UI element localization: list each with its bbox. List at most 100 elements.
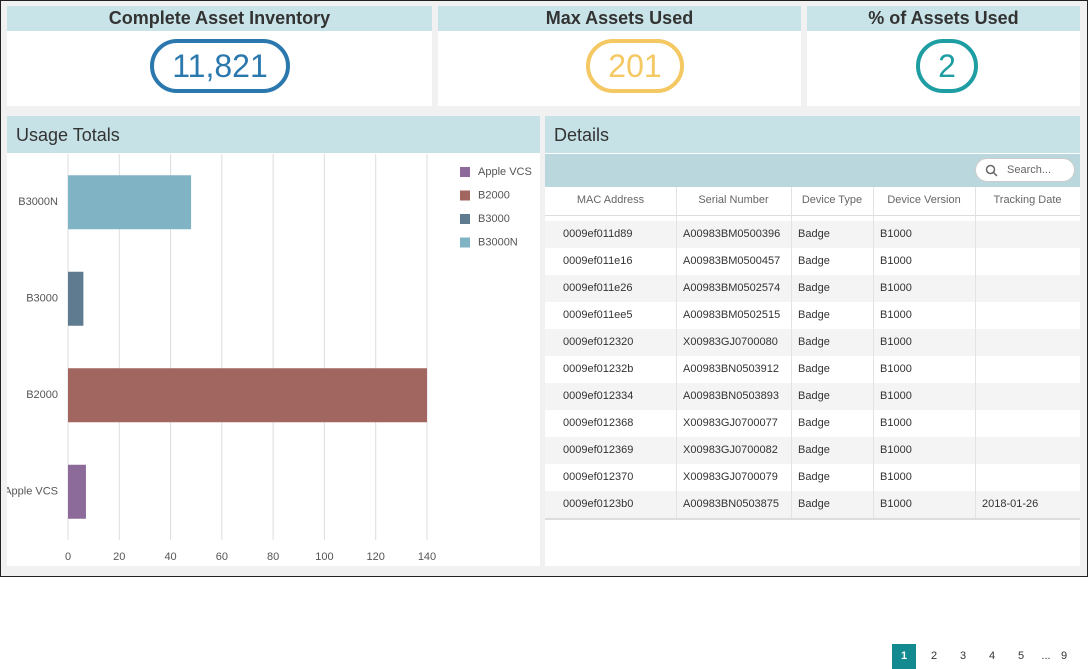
table-cell: 0009ef0123b0 xyxy=(563,498,634,510)
table-row xyxy=(545,491,1080,518)
table-cell: B1000 xyxy=(880,228,912,240)
page-button[interactable]: 5 xyxy=(1017,650,1025,662)
table-cell: A00983BM0500396 xyxy=(683,228,781,240)
legend-label: B2000 xyxy=(478,189,510,201)
table-cell: A00983BM0502515 xyxy=(683,309,781,321)
page-button[interactable]: 4 xyxy=(988,650,996,662)
table-cell: 0009ef011d89 xyxy=(563,228,633,240)
table-cell: 0009ef011e26 xyxy=(563,282,633,294)
table-cell: 0009ef012370 xyxy=(563,471,634,483)
table-cell: X00983GJ0700079 xyxy=(683,471,778,483)
table-header xyxy=(545,187,1080,216)
kpi-title: % of Assets Used xyxy=(807,6,1080,31)
y-tick-label: B3000N xyxy=(18,196,58,208)
legend-swatch xyxy=(460,190,470,201)
x-tick-label: 140 xyxy=(418,551,436,563)
table-cell: B1000 xyxy=(880,498,912,510)
kpi-card: % of Assets Used 2 xyxy=(807,6,1080,106)
table-cell: Badge xyxy=(798,417,830,429)
table-cell: B1000 xyxy=(880,444,912,456)
page-button[interactable]: 3 xyxy=(959,650,967,662)
legend-swatch xyxy=(460,237,470,248)
chart: 0 20 40 60 80 100 120 140 Apple VCS Apple VCS B200… xyxy=(7,154,532,563)
details-panel: Details Search... MAC Address Serial Numb… xyxy=(545,116,1080,669)
table-cell: B1000 xyxy=(880,363,912,375)
table-cell: B1000 xyxy=(880,471,912,483)
page-button[interactable]: 2 xyxy=(930,650,938,662)
page-button[interactable]: 9 xyxy=(1060,650,1068,662)
kpi-title: Max Assets Used xyxy=(438,6,801,31)
table-cell: A00983BM0502574 xyxy=(683,282,781,294)
column-divider xyxy=(791,187,792,518)
kpi-card: Complete Asset Inventory 11,821 xyxy=(7,6,432,106)
page-button[interactable]: 1 xyxy=(892,644,916,669)
kpi-value: 2 xyxy=(916,39,978,93)
table-cell: Badge xyxy=(798,498,830,510)
x-tick-label: 40 xyxy=(164,551,176,563)
table-row xyxy=(545,383,1080,410)
table-cell: B1000 xyxy=(880,255,912,267)
bar xyxy=(68,368,427,423)
x-tick-label: 80 xyxy=(267,551,279,563)
bar xyxy=(68,271,84,326)
panel-title: Details xyxy=(545,116,1080,153)
legend-swatch xyxy=(460,167,470,177)
table-cell: Badge xyxy=(798,444,830,456)
column-header: Device Version xyxy=(887,194,961,206)
table-row xyxy=(545,302,1080,329)
search-placeholder: Search... xyxy=(1007,164,1052,176)
table-cell: 2018-01-26 xyxy=(982,498,1039,510)
table-cell: A00983BN0503893 xyxy=(683,390,780,402)
table-row xyxy=(545,464,1080,491)
x-tick-label: 120 xyxy=(367,551,385,563)
table-cell: Badge xyxy=(798,228,830,240)
table-cell: X00983GJ0700082 xyxy=(683,444,778,456)
x-tick-label: 60 xyxy=(216,551,228,563)
y-tick-label: Apple VCS xyxy=(7,486,58,498)
table-cell: Badge xyxy=(798,255,830,267)
table-cell: Badge xyxy=(798,471,830,483)
bar xyxy=(68,464,86,519)
table-cell: 0009ef012368 xyxy=(563,417,634,429)
kpi-card: Max Assets Used 201 xyxy=(438,6,801,106)
x-tick-label: 0 xyxy=(65,551,71,563)
y-tick-label: B2000 xyxy=(26,389,58,401)
table-row xyxy=(545,329,1080,356)
table-cell: 0009ef012334 xyxy=(563,390,634,402)
legend-label: B3000 xyxy=(478,213,510,225)
table-row xyxy=(545,410,1080,437)
table-row xyxy=(545,356,1080,383)
table-cell: 0009ef01232b xyxy=(563,363,634,375)
kpi-value: 11,821 xyxy=(150,39,290,93)
table-cell: Badge xyxy=(798,336,830,348)
table-bottom xyxy=(545,518,1080,520)
table-cell: 0009ef011ee5 xyxy=(563,309,633,321)
table-cell: Badge xyxy=(798,282,830,294)
y-tick-label: B3000 xyxy=(26,293,58,305)
table-cell: 0009ef012369 xyxy=(563,444,634,456)
search-box[interactable]: Search... xyxy=(975,158,1075,182)
table-cell: X00983GJ0700077 xyxy=(683,417,778,429)
table-cell: B1000 xyxy=(880,309,912,321)
usage-panel: Usage Totals 0 20 40 60 80 100 120 140 Apple VCS… xyxy=(7,116,540,566)
table-row xyxy=(545,221,1080,248)
column-header: MAC Address xyxy=(576,194,645,206)
table-cell: B1000 xyxy=(880,336,912,348)
page-button[interactable]: ... xyxy=(1041,650,1051,662)
legend-label: Apple VCS xyxy=(478,166,532,178)
table-cell: A00983BN0503875 xyxy=(683,498,780,510)
column-divider xyxy=(676,187,677,518)
table-cell: A00983BN0503912 xyxy=(683,363,780,375)
x-tick-label: 20 xyxy=(113,551,125,563)
table-cell: Badge xyxy=(798,363,830,375)
legend-swatch xyxy=(460,214,470,224)
table-cell: B1000 xyxy=(880,390,912,402)
table-cell: 0009ef012320 xyxy=(563,336,634,348)
table-row xyxy=(545,275,1080,302)
x-tick-label: 100 xyxy=(315,551,333,563)
table-cell: Badge xyxy=(798,309,830,321)
table-cell: X00983GJ0700080 xyxy=(683,336,778,348)
bar xyxy=(68,175,192,230)
column-header: Serial Number xyxy=(698,194,769,206)
search-icon xyxy=(985,164,998,177)
